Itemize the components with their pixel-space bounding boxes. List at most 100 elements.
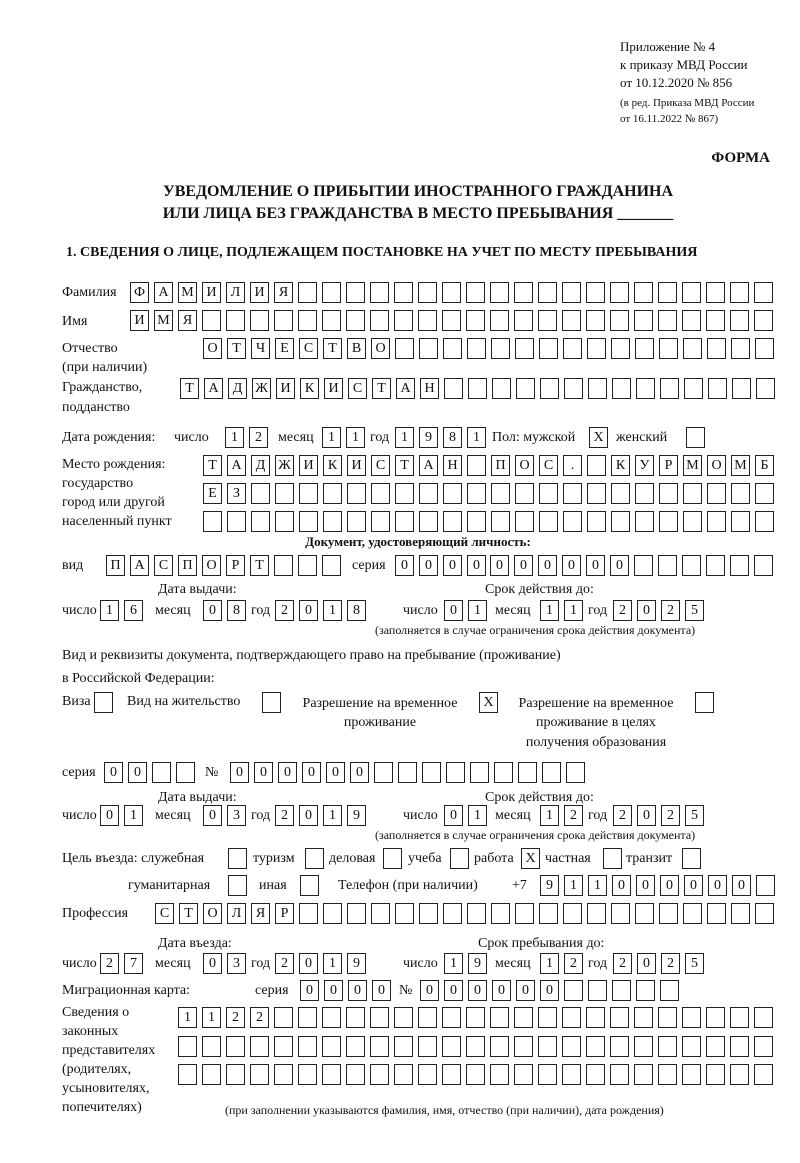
field-citizenship-box[interactable] — [732, 378, 751, 399]
field-profession-box[interactable] — [635, 903, 654, 924]
field-visa-box[interactable] — [94, 692, 113, 713]
field-reps-3-box[interactable] — [730, 1064, 749, 1085]
field-id-kind-box[interactable]: С — [154, 555, 173, 576]
field-citizenship-box[interactable] — [564, 378, 583, 399]
field-birth-place-2-box[interactable] — [563, 483, 582, 504]
field-stay-number-box[interactable]: 0 — [278, 762, 297, 783]
field-name-box[interactable] — [610, 310, 629, 331]
field-surname-box[interactable] — [754, 282, 773, 303]
field-id-issue-year-box[interactable]: 2 — [275, 600, 294, 621]
field-patronymic-box[interactable] — [443, 338, 462, 359]
field-stay-issue-day-box[interactable]: 0 — [100, 805, 119, 826]
field-id-number-box[interactable]: 0 — [490, 555, 509, 576]
field-reps-1-box[interactable] — [394, 1007, 413, 1028]
field-reps-2-box[interactable] — [466, 1036, 485, 1057]
field-reps-3-box[interactable] — [442, 1064, 461, 1085]
field-citizenship-box[interactable] — [684, 378, 703, 399]
field-id-number-box[interactable]: 0 — [514, 555, 533, 576]
field-mc-series-box[interactable]: 0 — [348, 980, 367, 1001]
field-mc-number-box[interactable]: 0 — [516, 980, 535, 1001]
field-reps-2-box[interactable] — [298, 1036, 317, 1057]
field-citizenship-box[interactable]: К — [300, 378, 319, 399]
field-surname-box[interactable] — [322, 282, 341, 303]
field-stay-number-box[interactable] — [446, 762, 465, 783]
field-name-box[interactable] — [706, 310, 725, 331]
field-p-transit-box[interactable] — [682, 848, 701, 869]
field-birth-place-3-box[interactable] — [227, 511, 246, 532]
field-stay-valid-year-box[interactable]: 2 — [661, 805, 680, 826]
field-patronymic-box[interactable] — [539, 338, 558, 359]
field-birth-place-3-box[interactable] — [299, 511, 318, 532]
field-name-box[interactable] — [322, 310, 341, 331]
field-id-number-box[interactable] — [706, 555, 725, 576]
field-reps-1-box[interactable]: 1 — [178, 1007, 197, 1028]
field-surname-box[interactable]: Ф — [130, 282, 149, 303]
field-mc-number-box[interactable] — [564, 980, 583, 1001]
field-entry-day-box[interactable]: 2 — [100, 953, 119, 974]
field-birth-place-1-box[interactable]: К — [323, 455, 342, 476]
field-stay-issue-month-box[interactable]: 0 — [203, 805, 222, 826]
field-id-issue-day-box[interactable]: 6 — [124, 600, 143, 621]
field-mc-series-box[interactable]: 0 — [324, 980, 343, 1001]
field-sex-male-box[interactable]: X — [589, 427, 608, 448]
field-id-number-box[interactable] — [754, 555, 773, 576]
field-mc-number-box[interactable] — [660, 980, 679, 1001]
field-id-valid-year-box[interactable]: 2 — [613, 600, 632, 621]
field-mc-number-box[interactable] — [636, 980, 655, 1001]
field-birth-place-2-box[interactable] — [467, 483, 486, 504]
field-reps-2-box[interactable] — [754, 1036, 773, 1057]
field-reps-2-box[interactable] — [202, 1036, 221, 1057]
field-stay-number-box[interactable] — [398, 762, 417, 783]
field-birth-place-3-box[interactable] — [659, 511, 678, 532]
field-stay-issue-year-box[interactable]: 2 — [275, 805, 294, 826]
field-stay-number-box[interactable]: 0 — [326, 762, 345, 783]
field-stay-valid-year-box[interactable]: 0 — [637, 805, 656, 826]
field-birth-place-2-box[interactable] — [707, 483, 726, 504]
field-reps-2-box[interactable] — [610, 1036, 629, 1057]
field-birth-place-1-box[interactable]: А — [227, 455, 246, 476]
field-birth-place-3-box[interactable] — [371, 511, 390, 532]
field-reps-3-box[interactable] — [562, 1064, 581, 1085]
field-name-box[interactable] — [250, 310, 269, 331]
field-reps-1-box[interactable] — [730, 1007, 749, 1028]
field-reps-1-box[interactable] — [562, 1007, 581, 1028]
field-id-issue-day-box[interactable]: 1 — [100, 600, 119, 621]
field-birth-place-1-box[interactable]: О — [515, 455, 534, 476]
field-name-box[interactable] — [298, 310, 317, 331]
field-reps-1-box[interactable] — [586, 1007, 605, 1028]
field-reps-3-box[interactable] — [202, 1064, 221, 1085]
field-surname-box[interactable] — [658, 282, 677, 303]
field-reps-2-box[interactable] — [514, 1036, 533, 1057]
field-name-box[interactable] — [442, 310, 461, 331]
field-birth-place-1-box[interactable]: Т — [203, 455, 222, 476]
field-birth-place-3-box[interactable] — [683, 511, 702, 532]
field-profession-box[interactable] — [683, 903, 702, 924]
field-id-number-box[interactable] — [682, 555, 701, 576]
field-id-kind-box[interactable]: Р — [226, 555, 245, 576]
field-birth-place-1-box[interactable] — [587, 455, 606, 476]
field-id-series-box[interactable]: 0 — [467, 555, 486, 576]
field-profession-box[interactable] — [395, 903, 414, 924]
field-phone-box[interactable]: 1 — [588, 875, 607, 896]
field-birth-place-2-box[interactable] — [443, 483, 462, 504]
field-patronymic-box[interactable]: В — [347, 338, 366, 359]
field-mc-series-box[interactable]: 0 — [372, 980, 391, 1001]
field-patronymic-box[interactable] — [467, 338, 486, 359]
field-id-number-box[interactable]: 0 — [538, 555, 557, 576]
field-name-box[interactable] — [370, 310, 389, 331]
field-stay-number-box[interactable]: 0 — [302, 762, 321, 783]
field-id-kind-box[interactable] — [322, 555, 341, 576]
field-entry-year-box[interactable]: 2 — [275, 953, 294, 974]
field-birth-place-3-box[interactable] — [275, 511, 294, 532]
field-phone-box[interactable]: 0 — [636, 875, 655, 896]
field-patronymic-box[interactable] — [707, 338, 726, 359]
field-reps-2-box[interactable] — [226, 1036, 245, 1057]
field-reps-2-box[interactable] — [418, 1036, 437, 1057]
field-birth-place-3-box[interactable] — [203, 511, 222, 532]
field-profession-box[interactable]: Я — [251, 903, 270, 924]
field-citizenship-box[interactable] — [492, 378, 511, 399]
field-birth-place-2-box[interactable] — [539, 483, 558, 504]
field-surname-box[interactable]: М — [178, 282, 197, 303]
field-stay-year-box[interactable]: 2 — [661, 953, 680, 974]
field-phone-box[interactable] — [756, 875, 775, 896]
